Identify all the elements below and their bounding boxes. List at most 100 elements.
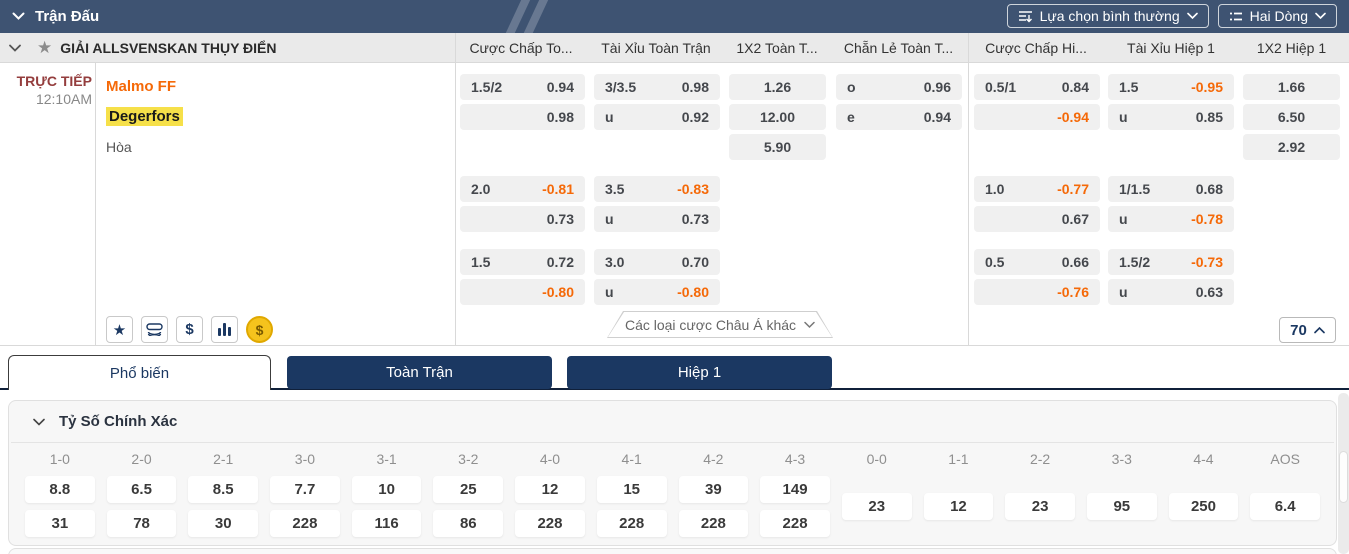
score-odds[interactable]: 10 bbox=[351, 476, 422, 503]
odds-price: 0.96 bbox=[923, 79, 951, 95]
odds-price: 0.67 bbox=[1061, 211, 1089, 227]
market-count-button[interactable]: 70 bbox=[1279, 317, 1336, 343]
score-odds[interactable]: 95 bbox=[1086, 493, 1157, 520]
score-odds[interactable]: 30 bbox=[188, 510, 259, 537]
score-odds[interactable]: 8.8 bbox=[25, 476, 95, 503]
away-team-name[interactable]: Degerfors bbox=[106, 104, 183, 130]
odds-cell[interactable]: 0.67 bbox=[974, 206, 1100, 232]
score-odds[interactable]: 12 bbox=[923, 493, 994, 520]
odds-cell[interactable]: u -0.78 bbox=[1108, 206, 1234, 232]
odds-cell[interactable]: 1/1.5 0.68 bbox=[1108, 176, 1234, 202]
cash-bonus-button[interactable]: $ bbox=[246, 316, 273, 343]
odds-cell[interactable]: u 0.73 bbox=[594, 206, 720, 232]
collapse-score-icon[interactable] bbox=[33, 413, 45, 431]
odds-cell[interactable]: 1.26 bbox=[729, 74, 826, 100]
favorite-league-icon[interactable]: ★ bbox=[37, 38, 53, 57]
favorite-match-button[interactable]: ★ bbox=[106, 316, 133, 343]
score-odds[interactable]: 6.4 bbox=[1250, 493, 1320, 520]
score-odds[interactable]: 86 bbox=[433, 510, 504, 537]
odds-cell[interactable]: u 0.85 bbox=[1108, 104, 1234, 130]
odds-cell[interactable]: u 0.92 bbox=[594, 104, 720, 130]
stats-button[interactable] bbox=[211, 316, 238, 343]
handicap-line: 2.0 bbox=[471, 181, 491, 197]
col-header-oddeven-ft: Chẵn Lẻ Toàn T... bbox=[843, 40, 954, 56]
more-asian-markets-dropdown[interactable]: Các loại cược Châu Á khác bbox=[607, 311, 833, 338]
score-odds[interactable]: 116 bbox=[351, 510, 422, 537]
odds-cell[interactable]: 3.5 -0.83 bbox=[594, 176, 720, 202]
score-odds[interactable]: 228 bbox=[760, 510, 830, 537]
tab-first-half[interactable]: Hiệp 1 bbox=[567, 356, 832, 389]
chevron-down-icon bbox=[804, 321, 815, 329]
odds-cell[interactable]: -0.80 bbox=[460, 279, 585, 305]
odds-cell[interactable]: -0.94 bbox=[974, 104, 1100, 130]
odds-cell[interactable]: 3/3.5 0.98 bbox=[594, 74, 720, 100]
odds-cell[interactable]: 12.00 bbox=[729, 104, 826, 130]
odds-cell[interactable]: u -0.80 bbox=[594, 279, 720, 305]
odds-cell[interactable]: 0.5/1 0.84 bbox=[974, 74, 1100, 100]
odds-cell[interactable]: 1.5 -0.95 bbox=[1108, 74, 1234, 100]
odds-cell[interactable]: 0.98 bbox=[460, 104, 585, 130]
score-odds[interactable]: 149 bbox=[760, 476, 830, 503]
odds-display-label: Lựa chọn bình thường bbox=[1039, 8, 1180, 24]
collapse-league-icon[interactable] bbox=[9, 39, 21, 57]
odds-cell[interactable]: 5.90 bbox=[729, 134, 826, 160]
score-odds[interactable]: 31 bbox=[25, 510, 95, 537]
scrollbar-thumb[interactable] bbox=[1339, 451, 1348, 503]
home-team-name[interactable]: Malmo FF bbox=[106, 78, 176, 95]
odds-price: 0.73 bbox=[681, 211, 709, 227]
odds-cell[interactable]: -0.76 bbox=[974, 279, 1100, 305]
cashout-button[interactable] bbox=[141, 316, 168, 343]
score-odds[interactable]: 23 bbox=[1005, 493, 1075, 520]
odds-cell[interactable]: 1.0 -0.77 bbox=[974, 176, 1100, 202]
odds-cell[interactable]: 0.5 0.66 bbox=[974, 249, 1100, 275]
odds-cell[interactable]: 6.50 bbox=[1243, 104, 1340, 130]
handicap-line: 1.5 bbox=[471, 254, 491, 270]
col-header-1x2-h1: 1X2 Hiệp 1 bbox=[1256, 40, 1327, 56]
ou-line: u bbox=[1119, 211, 1128, 227]
market-tabs: Phổ biến Toàn Trận Hiệp 1 bbox=[0, 355, 1349, 390]
odds-cell[interactable]: o 0.96 bbox=[836, 74, 962, 100]
odds-price: 0.98 bbox=[546, 109, 574, 125]
score-odds[interactable]: 7.7 bbox=[270, 476, 340, 503]
score-odds[interactable]: 39 bbox=[678, 476, 749, 503]
odds-cell[interactable]: 1.5/2 0.94 bbox=[460, 74, 585, 100]
score-odds[interactable]: 12 bbox=[515, 476, 585, 503]
odds-cell[interactable]: 3.0 0.70 bbox=[594, 249, 720, 275]
score-col: 3-1 10 116 bbox=[346, 443, 428, 537]
page-title: Trận Đấu bbox=[35, 8, 100, 25]
score-odds[interactable]: 228 bbox=[270, 510, 340, 537]
quick-bet-button[interactable]: $ bbox=[176, 316, 203, 343]
handicap-line: 1.5/2 bbox=[471, 79, 503, 95]
odds-price: 0.94 bbox=[546, 79, 574, 95]
score-odds[interactable]: 228 bbox=[515, 510, 585, 537]
row-layout-dropdown[interactable]: Hai Dòng bbox=[1217, 4, 1337, 28]
odds-cell[interactable]: 1.5/2 -0.73 bbox=[1108, 249, 1234, 275]
score-odds[interactable]: 78 bbox=[106, 510, 177, 537]
collapse-matches-icon[interactable] bbox=[12, 8, 25, 26]
odds-price: 1.26 bbox=[763, 79, 792, 95]
score-odds[interactable]: 23 bbox=[841, 493, 912, 520]
odds-display-dropdown[interactable]: Lựa chọn bình thường bbox=[1006, 4, 1209, 28]
score-odds[interactable]: 228 bbox=[678, 510, 749, 537]
scrollbar bbox=[1338, 393, 1349, 554]
row-layout-label: Hai Dòng bbox=[1249, 8, 1308, 24]
odds-cell[interactable]: 0.73 bbox=[460, 206, 585, 232]
score-odds[interactable]: 8.5 bbox=[188, 476, 259, 503]
col-header-overunder-h1: Tài Xỉu Hiệp 1 bbox=[1127, 40, 1215, 56]
col-header-handicap-ft: Cược Chấp To... bbox=[469, 40, 573, 56]
score-odds[interactable]: 228 bbox=[596, 510, 667, 537]
tab-full-time[interactable]: Toàn Trận bbox=[287, 356, 552, 389]
score-odds[interactable]: 6.5 bbox=[106, 476, 177, 503]
score-odds[interactable]: 15 bbox=[596, 476, 667, 503]
odds-cell[interactable]: u 0.63 bbox=[1108, 279, 1234, 305]
odds-cell[interactable]: 1.5 0.72 bbox=[460, 249, 585, 275]
coin-icon: $ bbox=[255, 321, 264, 338]
sort-icon bbox=[1018, 10, 1032, 22]
score-odds[interactable]: 25 bbox=[433, 476, 504, 503]
odds-cell[interactable]: e 0.94 bbox=[836, 104, 962, 130]
odds-cell[interactable]: 1.66 bbox=[1243, 74, 1340, 100]
odds-cell[interactable]: 2.0 -0.81 bbox=[460, 176, 585, 202]
score-odds[interactable]: 250 bbox=[1168, 493, 1239, 520]
tab-popular[interactable]: Phổ biến bbox=[8, 355, 271, 390]
odds-cell[interactable]: 2.92 bbox=[1243, 134, 1340, 160]
